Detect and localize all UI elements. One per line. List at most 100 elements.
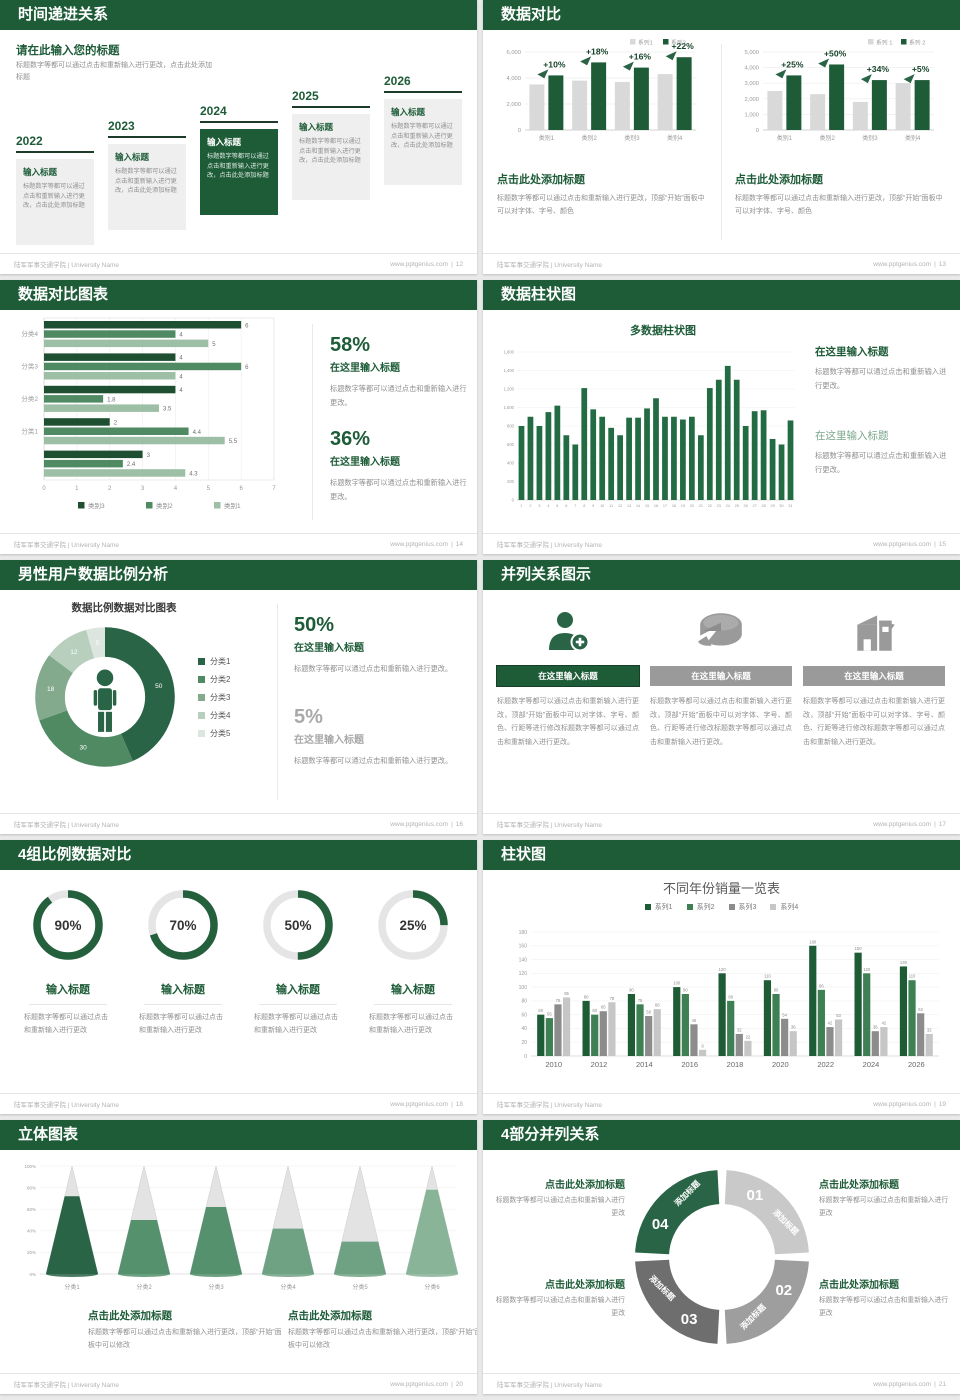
svg-text:60%: 60% (27, 1207, 36, 1212)
progress-ring: 25% (378, 890, 448, 960)
svg-text:04: 04 (652, 1216, 669, 1233)
stat-block: 50% 在这里输入标题 标题数字等都可以通过点击和重新输入进行更改。 (294, 614, 454, 676)
svg-text:90: 90 (774, 988, 779, 993)
block-title: 点击此处添加标题 (545, 1280, 625, 1291)
stat-percent: 36% (330, 428, 371, 450)
step-year: 2023 (108, 119, 135, 133)
svg-text:110: 110 (764, 974, 771, 979)
text-block: 点击此处添加标题 标题数字等都可以通过点击和重新输入进行更改，顶部“开始”面板中… (288, 1308, 477, 1353)
block-body: 标题数字等都可以通过点击和重新输入进行更改。 (815, 451, 947, 474)
slide-title: 4组比例数据对比 (18, 846, 132, 863)
legend-swatch (198, 712, 205, 719)
svg-text:13: 13 (627, 504, 631, 508)
svg-text:100: 100 (519, 985, 528, 991)
svg-text:6: 6 (245, 323, 249, 329)
svg-text:类别2: 类别2 (819, 134, 835, 142)
svg-text:6,000: 6,000 (506, 50, 521, 56)
svg-text:70%: 70% (169, 918, 196, 933)
slide-header: 柱状图 (483, 840, 960, 870)
ring-column: 50% 输入标题 标题数字等都可以通过点击和重新输入进行更改 (246, 884, 350, 1038)
svg-text:系列 1: 系列 1 (876, 39, 892, 47)
svg-text:+5%: +5% (912, 64, 930, 74)
ring-body: 标题数字等都可以通过点击和重新输入进行更改 (369, 1014, 453, 1034)
svg-text:1: 1 (75, 486, 79, 492)
svg-text:1,200: 1,200 (504, 387, 515, 392)
svg-text:1: 1 (520, 504, 522, 508)
slide-title: 柱状图 (501, 846, 547, 863)
svg-text:140: 140 (519, 957, 528, 963)
slide-body: 请在此输入您的标题 标题数字等都可以通过点击和重新输入进行更改，点击此处添加标题… (0, 30, 477, 254)
page-number: 19 (938, 1100, 946, 1108)
svg-text:27: 27 (753, 504, 757, 508)
block-title: 在这里输入标题 (815, 430, 889, 442)
page-number: 18 (455, 1100, 463, 1108)
legend-swatch (728, 904, 735, 910)
corner-block: 点击此处添加标题 标题数字等都可以通过点击和重新输入进行更改 (493, 1276, 625, 1320)
chart-title: 数据比例数据对比图表 (71, 602, 177, 614)
footer-site: www.pptgenius.com | 15 (873, 540, 946, 548)
block-title: 点击此处添加标题 (819, 1180, 899, 1191)
svg-text:分类2: 分类2 (136, 1283, 152, 1291)
svg-text:800: 800 (507, 424, 515, 429)
page-number: 14 (455, 540, 463, 548)
svg-text:25%: 25% (399, 918, 426, 933)
divider (312, 324, 313, 520)
svg-text:100%: 100% (24, 1164, 36, 1169)
legend-item: 分类4 (198, 710, 230, 721)
svg-text:80%: 80% (27, 1185, 36, 1190)
slide-header: 4部分并列关系 (483, 1120, 960, 1150)
divider (29, 1004, 107, 1005)
stat-title: 在这里输入标题 (330, 363, 400, 374)
page-number: 17 (938, 820, 946, 828)
ring-title: 输入标题 (391, 984, 435, 996)
column-body: 标题数字等都可以通过点击和重新输入进行更改，顶部“开始”面板中可以对字体、字号、… (497, 698, 639, 746)
ring-title: 输入标题 (161, 984, 205, 996)
slide-title: 数据对比 (501, 6, 562, 23)
svg-text:0: 0 (42, 486, 46, 492)
block-body: 标题数字等都可以通过点击和重新输入进行更改。 (815, 367, 947, 390)
step-year: 2025 (292, 89, 319, 103)
svg-text:30: 30 (779, 504, 783, 508)
step-title: 输入标题 (115, 152, 150, 162)
svg-text:54: 54 (782, 1012, 787, 1017)
svg-text:4: 4 (547, 504, 549, 508)
svg-text:8: 8 (583, 504, 585, 508)
person-add-icon (549, 612, 590, 652)
column-body: 标题数字等都可以通过点击和重新输入进行更改，顶部“开始”面板中可以对字体、字号、… (803, 698, 945, 746)
block-body: 标题数字等都可以通过点击和重新输入进行更改，顶部“开始”面板中可以修改 (88, 1329, 282, 1349)
cone-chart: 0% 20% 40% 60% 80% 100% 分类1 分类2 分类3 分类4 分类5 分类6 (24, 1164, 459, 1291)
svg-text:2: 2 (114, 421, 118, 427)
slide-title: 男性用户数据比例分析 (18, 566, 169, 583)
svg-text:2016: 2016 (681, 1060, 698, 1069)
svg-text:1.8: 1.8 (107, 397, 116, 403)
svg-text:4: 4 (179, 374, 183, 380)
slide-hbar-chart: 数据对比图表 0 1 2 3 4 5 6 7 6 4 5 分类4 4 6 4 分类3 4 1.8 3.5 分类2 2 4.… (0, 280, 477, 554)
page-number: 15 (938, 540, 946, 548)
divider (277, 604, 278, 800)
slide-donut-analysis: 男性用户数据比例分析 数据比例数据对比图表 50 30 18 12 5 分类1 分类2 … (0, 560, 477, 834)
page-number: 21 (938, 1380, 946, 1388)
svg-text:类别4: 类别4 (905, 134, 921, 142)
svg-text:03: 03 (681, 1311, 698, 1328)
footer-site: www.pptgenius.com | 21 (873, 1380, 946, 1388)
step-title: 输入标题 (23, 167, 58, 177)
stat-body: 标题数字等都可以通过点击和重新输入进行更改。 (294, 756, 453, 765)
svg-text:4: 4 (179, 333, 183, 339)
svg-text:分类2: 分类2 (21, 394, 38, 403)
column-body: 标题数字等都可以通过点击和重新输入进行更改，顶部“开始”面板中可以对字体、字号、… (650, 698, 792, 746)
svg-text:5,000: 5,000 (744, 50, 759, 56)
svg-text:02: 02 (775, 1282, 792, 1299)
footer-site: www.pptgenius.com | 19 (873, 1100, 946, 1108)
block-title: 点击此处添加标题 (497, 174, 585, 186)
svg-text:分类3: 分类3 (21, 362, 38, 371)
ring-title: 输入标题 (276, 984, 320, 996)
stat-percent: 50% (294, 614, 335, 636)
page-number: 20 (455, 1380, 463, 1388)
ring-title: 输入标题 (46, 984, 90, 996)
svg-text:75: 75 (556, 998, 561, 1003)
divider (721, 44, 722, 240)
svg-text:60: 60 (592, 1008, 597, 1013)
svg-text:4: 4 (179, 356, 183, 362)
svg-text:系列 2: 系列 2 (909, 39, 925, 47)
svg-text:4.3: 4.3 (189, 472, 198, 478)
